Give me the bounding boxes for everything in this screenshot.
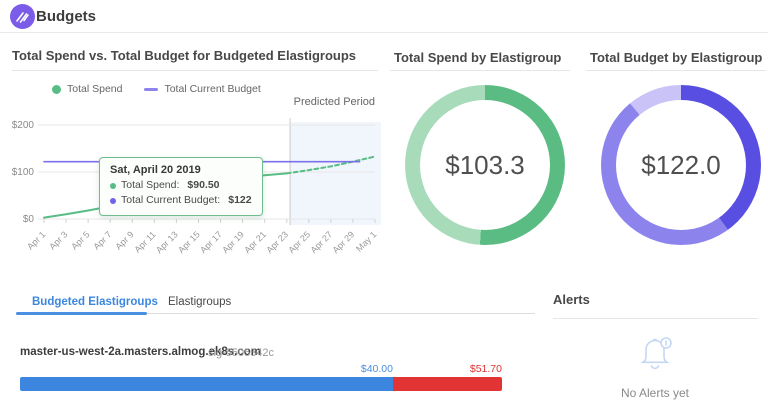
svg-text:Apr 21: Apr 21 — [242, 229, 268, 255]
legend-label: Total Spend — [67, 83, 123, 95]
divider — [553, 318, 758, 319]
predicted-period-label: Predicted Period — [293, 96, 375, 108]
elastigroup-name[interactable]: master-us-west-2a.masters.almog.ek8s.com — [20, 346, 261, 358]
svg-text:Apr 27: Apr 27 — [308, 229, 334, 255]
alerts-title: Alerts — [553, 292, 590, 307]
elastigroup-sig: sig-5505342c — [208, 347, 275, 359]
overspend-bar-segment — [393, 377, 502, 391]
svg-text:Apr 25: Apr 25 — [286, 229, 312, 255]
svg-text:Apr 23: Apr 23 — [264, 229, 290, 255]
budget-bar-segment — [20, 377, 393, 391]
spend-amount-label: $51.70 — [469, 363, 502, 375]
bell-icon — [633, 330, 679, 383]
svg-text:Apr 3: Apr 3 — [47, 229, 69, 251]
total-spend-title: Total Spend by Elastigroup — [394, 50, 562, 65]
total-spend-value: $103.3 — [445, 149, 525, 180]
spend-vs-budget-title: Total Spend vs. Total Budget for Budgete… — [12, 48, 357, 63]
tab-budgeted-elastigroups[interactable]: Budgeted Elastigroups — [32, 296, 158, 308]
svg-text:Apr 15: Apr 15 — [176, 229, 202, 255]
tab-elastigroups[interactable]: Elastigroups — [168, 296, 232, 308]
alerts-empty-text: No Alerts yet — [620, 386, 690, 400]
legend-label: Total Current Budget — [164, 83, 261, 95]
tooltip-row-spend: Total Spend: $90.50 — [110, 178, 252, 193]
tooltip-value: $122 — [228, 194, 252, 206]
total-spend-donut: $103.3 — [405, 85, 565, 245]
divider — [586, 70, 766, 71]
budget-amount-label: $40.00 — [360, 363, 393, 375]
tooltip-label: Total Spend: — [121, 179, 180, 191]
svg-text:$100: $100 — [12, 167, 35, 178]
tabs-baseline — [147, 313, 535, 314]
tooltip-value: $90.50 — [187, 179, 220, 191]
tooltip-row-budget: Total Current Budget: $122 — [110, 193, 252, 208]
donut-center: $103.3 — [420, 100, 550, 230]
tooltip-label: Total Current Budget: — [121, 194, 221, 206]
svg-text:Apr 13: Apr 13 — [154, 229, 180, 255]
svg-text:Apr 11: Apr 11 — [132, 229, 157, 254]
svg-text:Apr 17: Apr 17 — [198, 229, 224, 255]
active-tab-underline — [16, 312, 147, 315]
svg-text:May 1: May 1 — [354, 229, 378, 253]
green-dot-icon — [52, 84, 61, 94]
svg-text:Apr 5: Apr 5 — [69, 229, 91, 251]
tooltip-date: Sat, April 20 2019 — [110, 164, 201, 176]
svg-text:$0: $0 — [23, 214, 35, 225]
green-bullet-icon — [110, 182, 116, 189]
divider — [12, 70, 378, 71]
chart-legend: Total Spend Total Current Budget — [52, 83, 261, 95]
donut-center: $122.0 — [616, 100, 746, 230]
page-title: Budgets — [36, 8, 96, 25]
total-budget-value: $122.0 — [641, 149, 721, 180]
page-header: Budgets — [0, 0, 768, 33]
purple-bullet-icon — [110, 197, 116, 204]
total-budget-donut: $122.0 — [601, 85, 761, 245]
spotinst-logo-icon[interactable] — [10, 4, 35, 29]
svg-text:Apr 29: Apr 29 — [331, 229, 357, 255]
chart-tooltip: Sat, April 20 2019 Total Spend: $90.50 T… — [99, 157, 263, 216]
svg-text:Apr 19: Apr 19 — [220, 229, 246, 255]
purple-dash-icon — [144, 87, 159, 91]
legend-total-current-budget[interactable]: Total Current Budget — [144, 83, 261, 95]
svg-text:Apr 1: Apr 1 — [25, 229, 47, 251]
legend-total-spend[interactable]: Total Spend — [52, 83, 122, 95]
svg-text:$200: $200 — [12, 120, 35, 131]
divider — [390, 70, 570, 71]
svg-text:Apr 7: Apr 7 — [91, 229, 113, 251]
budget-spend-bar[interactable] — [20, 377, 502, 391]
total-budget-title: Total Budget by Elastigroup — [590, 50, 763, 65]
